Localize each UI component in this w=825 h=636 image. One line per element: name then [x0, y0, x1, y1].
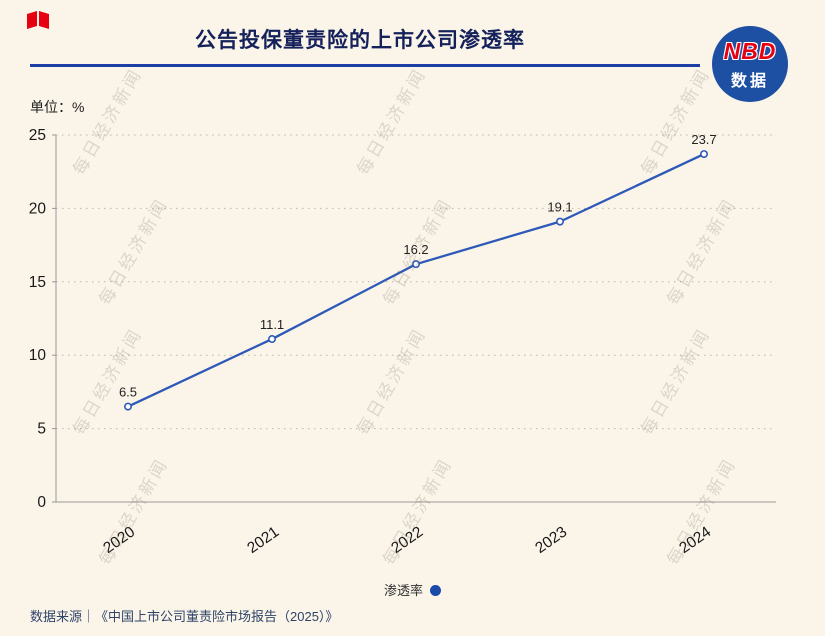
- legend-dot: [430, 585, 441, 596]
- badge-nbd-text: NBD: [723, 37, 777, 64]
- legend-label: 渗透率: [383, 583, 423, 598]
- nbd-logo-mark-icon: [27, 11, 49, 29]
- y-tick-label: 25: [29, 127, 46, 144]
- badge-shuju-text: 数据: [730, 72, 769, 90]
- page-title: 公告投保董责险的上市公司渗透率: [195, 29, 525, 52]
- legend: 渗透率: [0, 580, 825, 599]
- x-tick-label: 2022: [388, 523, 426, 557]
- data-point-marker: [124, 402, 133, 411]
- x-tick-label: 2024: [676, 523, 714, 557]
- y-tick-label: 5: [37, 421, 46, 438]
- line-chart-svg: 0 5 10 15 20 25 2020 2021 2022 2023 2024 6.5 11.1 16.…: [29, 127, 776, 557]
- y-tick-label: 15: [29, 274, 46, 291]
- data-point-marker: [411, 260, 420, 269]
- y-tick-label: 20: [29, 200, 47, 217]
- title-underline-rule: [30, 64, 700, 67]
- x-tick-label: 2023: [532, 523, 570, 557]
- data-point-marker: [268, 335, 277, 344]
- source-text: 数据来源｜《中国上市公司董责险市场报告（2025）》: [30, 609, 339, 624]
- line-chart: 0 5 10 15 20 25 2020 2021 2022 2023 2024 6.5 11.1 16.…: [18, 110, 808, 572]
- y-tick-label: 0: [37, 494, 46, 511]
- data-point-marker: [699, 150, 708, 159]
- x-tick-label: 2021: [244, 523, 282, 557]
- data-point-label: 6.5: [119, 385, 137, 400]
- data-point-marker: [555, 217, 564, 226]
- data-point-label: 23.7: [691, 132, 716, 147]
- x-tick-label: 2020: [100, 523, 138, 557]
- nbd-data-badge: NBD 数据: [712, 26, 788, 102]
- data-point-label: 16.2: [403, 242, 428, 257]
- series-line: [126, 152, 706, 408]
- data-point-label: 11.1: [260, 317, 284, 332]
- data-point-label: 19.1: [547, 200, 572, 215]
- unit-label: 单位：%: [30, 99, 85, 115]
- y-tick-label: 10: [29, 347, 47, 364]
- header: 公告投保董责险的上市公司渗透率: [0, 24, 720, 54]
